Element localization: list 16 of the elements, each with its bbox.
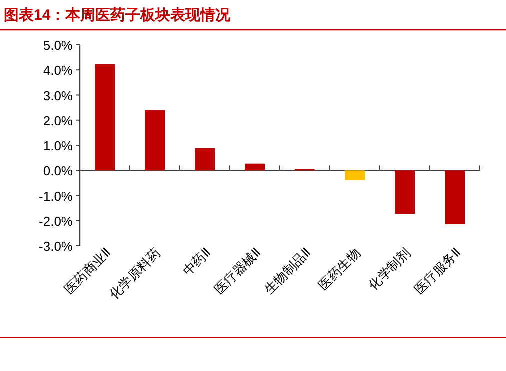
y-tick-label: -1.0% xyxy=(39,188,74,204)
y-tick-label: -2.0% xyxy=(39,214,74,229)
x-tick-label: 化学制剂 xyxy=(366,246,414,293)
x-tick-label: 医疗服务Ⅱ xyxy=(412,246,464,298)
y-tick-label: 2.0% xyxy=(43,113,74,128)
y-tick-label: 0.0% xyxy=(43,164,74,179)
x-tick-label: 生物制品Ⅱ xyxy=(262,246,314,298)
y-tick-label: 1.0% xyxy=(43,138,74,154)
title: 图表14：本周医药子板块表现情况 xyxy=(4,7,231,24)
y-tick-label: 5.0% xyxy=(43,38,74,53)
x-tick-label: 医疗器械Ⅱ xyxy=(212,246,264,298)
x-tick-label: 医药生物 xyxy=(316,246,364,293)
y-tick-label: 4.0% xyxy=(43,63,74,78)
x-tick-label: 中药Ⅱ xyxy=(180,246,214,279)
y-tick-label: -3.0% xyxy=(39,239,74,254)
y-tick-label: 3.0% xyxy=(43,88,74,104)
